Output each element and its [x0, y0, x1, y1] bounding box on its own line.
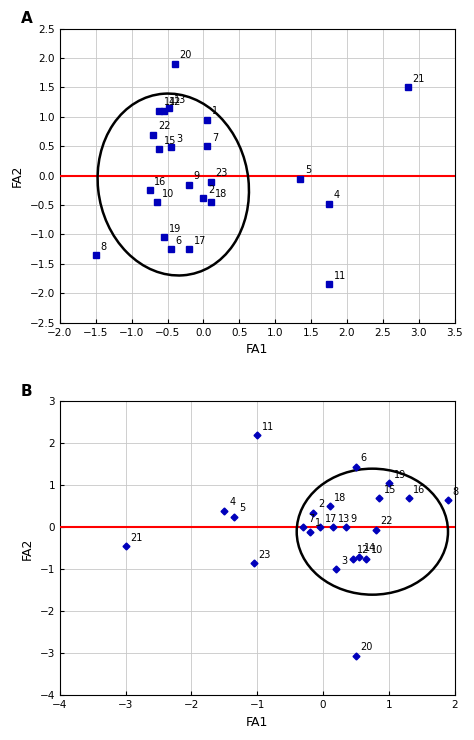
Text: 19: 19 [393, 470, 406, 480]
Text: 23: 23 [215, 168, 228, 178]
X-axis label: FA1: FA1 [246, 716, 268, 729]
Text: 6: 6 [361, 453, 367, 463]
Text: 18: 18 [215, 189, 228, 198]
Text: 19: 19 [169, 224, 181, 234]
Text: 20: 20 [361, 642, 373, 652]
Text: 2: 2 [318, 500, 324, 509]
Text: 16: 16 [155, 177, 166, 187]
Text: 18: 18 [334, 493, 346, 503]
Text: 12: 12 [357, 545, 370, 556]
Text: 5: 5 [239, 503, 245, 514]
Text: 9: 9 [194, 171, 200, 181]
Text: 16: 16 [413, 485, 426, 494]
Text: 10: 10 [162, 189, 174, 198]
Text: 13: 13 [337, 514, 350, 524]
Text: 9: 9 [351, 514, 357, 524]
Text: 3: 3 [176, 134, 182, 144]
Text: 7: 7 [212, 132, 218, 143]
Text: 7: 7 [308, 514, 314, 524]
Text: 15: 15 [383, 485, 396, 494]
Text: 11: 11 [262, 422, 274, 431]
Text: 2: 2 [208, 184, 214, 195]
Text: 8: 8 [453, 487, 459, 497]
Text: 1: 1 [212, 107, 218, 116]
Text: 17: 17 [194, 235, 206, 246]
Y-axis label: FA2: FA2 [11, 164, 24, 187]
Text: 20: 20 [180, 50, 192, 61]
Text: 15: 15 [164, 135, 176, 146]
Text: 13: 13 [173, 95, 186, 104]
Y-axis label: FA2: FA2 [21, 537, 34, 559]
Text: 12: 12 [169, 98, 181, 107]
Text: A: A [20, 11, 32, 26]
Text: 22: 22 [158, 121, 171, 131]
Text: 4: 4 [334, 190, 340, 201]
Text: 10: 10 [371, 545, 383, 556]
Text: 14: 14 [164, 98, 176, 107]
X-axis label: FA1: FA1 [246, 343, 268, 356]
Text: 6: 6 [176, 235, 182, 246]
Text: 3: 3 [341, 556, 347, 566]
Text: 1: 1 [315, 518, 321, 528]
Text: 8: 8 [100, 241, 107, 252]
Text: 21: 21 [130, 533, 143, 543]
Text: 17: 17 [325, 514, 337, 524]
Text: 14: 14 [364, 543, 376, 554]
Text: B: B [20, 383, 32, 399]
Text: 22: 22 [380, 516, 393, 526]
Text: 21: 21 [413, 74, 425, 84]
Text: 23: 23 [259, 550, 271, 559]
Text: 11: 11 [334, 271, 346, 281]
Text: 5: 5 [305, 165, 311, 175]
Text: 4: 4 [229, 497, 235, 507]
